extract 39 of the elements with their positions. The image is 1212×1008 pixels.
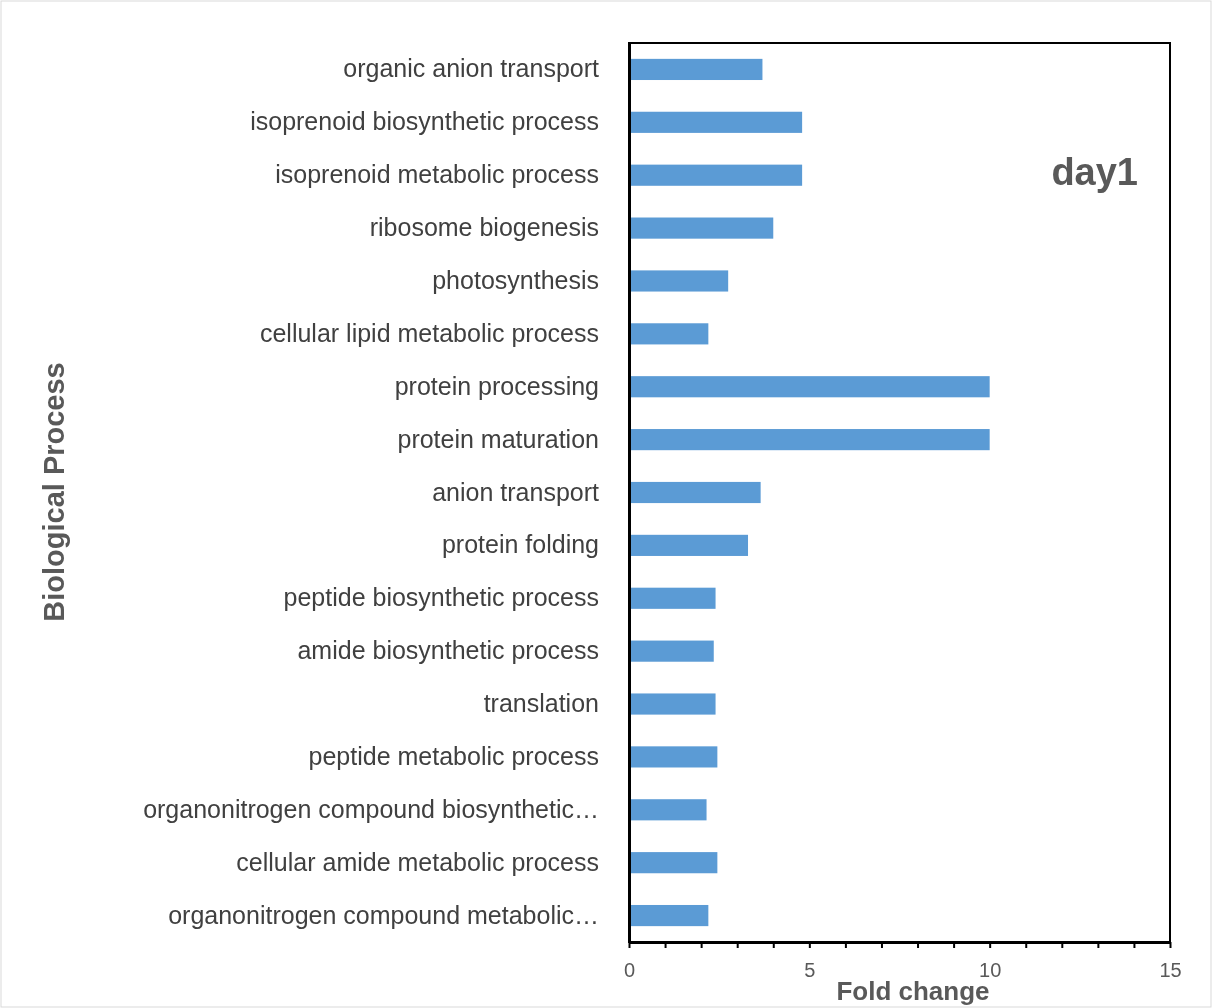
y-tick-label: organonitrogen compound biosynthetic…	[143, 794, 599, 823]
bar	[629, 217, 774, 239]
bar	[629, 481, 761, 504]
bar	[629, 164, 803, 186]
bar	[629, 799, 707, 821]
bar	[629, 429, 990, 451]
bar	[629, 746, 718, 768]
bar	[629, 111, 803, 133]
text: day1	[1051, 151, 1138, 193]
y-tick-label: photosynthesis	[432, 265, 599, 294]
y-tick-label: amide biosynthetic process	[297, 636, 599, 665]
y-tick-label: organonitrogen compound metabolic…	[168, 900, 599, 929]
y-tick-label: isoprenoid metabolic process	[275, 160, 599, 189]
y-tick-label: protein maturation	[397, 424, 599, 453]
bar	[629, 852, 718, 874]
bar	[629, 693, 716, 715]
y-tick-label: cellular amide metabolic process	[236, 847, 599, 876]
bar	[629, 534, 749, 556]
y-tick-label: anion transport	[432, 477, 600, 506]
bar	[629, 587, 716, 609]
y-tick-label: cellular lipid metabolic process	[259, 318, 599, 347]
bar	[629, 640, 714, 662]
bar	[629, 904, 709, 927]
y-tick-label: isoprenoid biosynthetic process	[250, 107, 599, 136]
y-tick-label: ribosome biogenesis	[369, 213, 599, 242]
x-tick-label: 5	[804, 959, 816, 981]
y-tick-label: translation	[483, 689, 599, 718]
bar	[629, 376, 990, 398]
x-tick-label: 15	[1159, 959, 1182, 981]
y-tick-label: peptide metabolic process	[308, 741, 599, 770]
x-tick-label: 0	[623, 959, 636, 981]
y-tick-label: protein processing	[394, 371, 599, 400]
y-tick-label: organic anion transport	[343, 54, 600, 83]
y-axis-title: Biological Process	[38, 362, 70, 622]
bar	[629, 270, 729, 292]
y-tick-label: protein folding	[441, 530, 599, 559]
bar	[629, 323, 709, 345]
bar	[629, 58, 763, 81]
y-tick-label: peptide biosynthetic process	[283, 583, 599, 612]
